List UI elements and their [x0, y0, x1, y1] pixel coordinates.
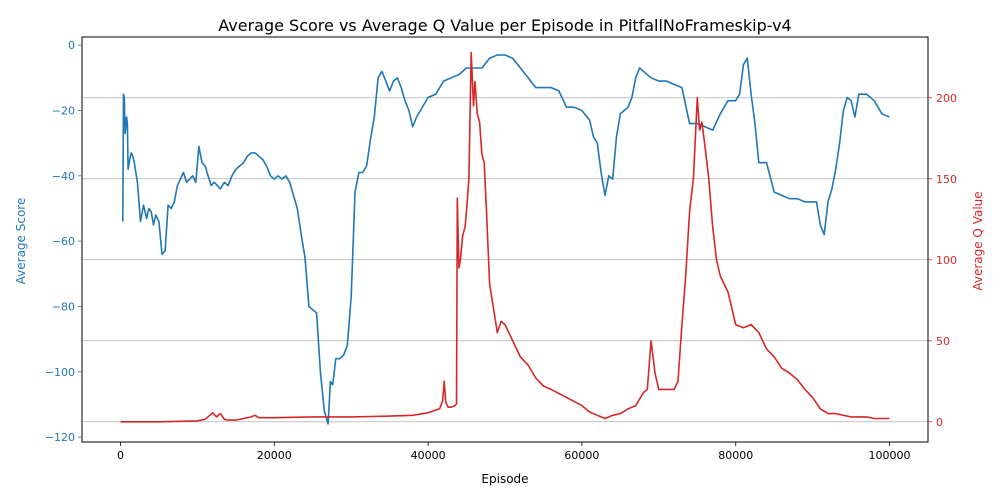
right-y-axis-label: Average Q Value: [971, 191, 985, 290]
x-tick-label: 100000: [869, 449, 911, 462]
left-y-tick-label: −40: [52, 170, 75, 183]
left-y-tick-label: −20: [52, 104, 75, 117]
chart-title: Average Score vs Average Q Value per Epi…: [218, 16, 791, 35]
x-axis-label: Episode: [481, 472, 528, 486]
left-y-tick-label: −100: [45, 366, 75, 379]
right-y-tick-label: 0: [936, 416, 943, 429]
series-average-q-value: [120, 51, 890, 423]
x-axis-ticks: 0 20000 40000 60000 80000 100000: [117, 442, 911, 462]
gridlines: [82, 97, 928, 423]
right-y-tick-label: 100: [936, 254, 957, 267]
plot-frame: [81, 36, 929, 443]
x-tick-label: 60000: [564, 449, 599, 462]
left-y-axis-label: Average Score: [14, 198, 28, 285]
left-y-axis-ticks: 0 −20 −40 −60 −80 −100 −120: [45, 39, 82, 444]
score-line: [122, 54, 890, 425]
right-y-axis-ticks: 0 50 100 150 200: [928, 92, 957, 429]
left-y-tick-label: 0: [68, 39, 75, 52]
right-y-tick-label: 200: [936, 92, 957, 105]
x-tick-label: 20000: [257, 449, 292, 462]
x-tick-label: 80000: [718, 449, 753, 462]
x-tick-label: 0: [117, 449, 124, 462]
q-value-line: [120, 51, 890, 423]
right-y-tick-label: 150: [936, 173, 957, 186]
x-tick-label: 40000: [411, 449, 446, 462]
left-y-tick-label: −80: [52, 300, 75, 313]
series-average-score: [122, 54, 890, 425]
left-y-tick-label: −120: [45, 431, 75, 444]
left-y-tick-label: −60: [52, 235, 75, 248]
right-y-tick-label: 50: [936, 335, 950, 348]
